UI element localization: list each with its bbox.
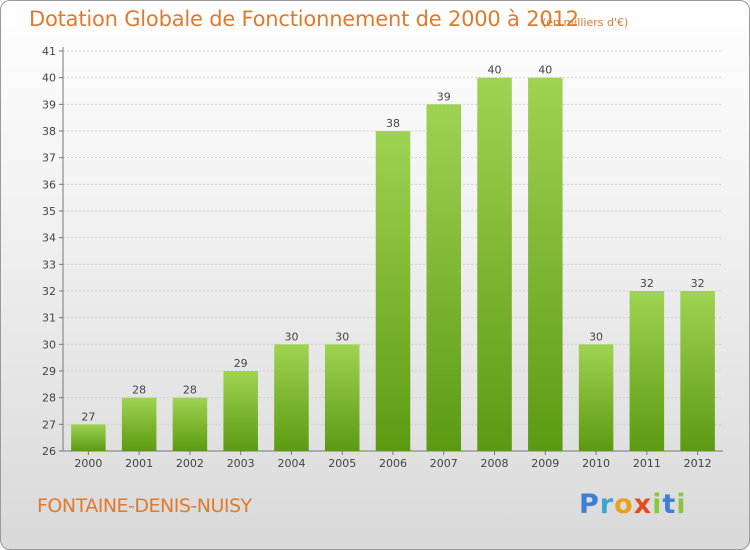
y-tick-label: 30 xyxy=(42,338,56,351)
bar-value-label: 27 xyxy=(81,410,95,423)
x-tick-label: 2011 xyxy=(633,457,661,470)
y-tick-label: 37 xyxy=(42,152,56,165)
bar-value-label: 30 xyxy=(335,330,349,343)
y-tick-label: 41 xyxy=(42,45,56,58)
x-tick-label: 2012 xyxy=(684,457,712,470)
bar xyxy=(578,344,614,451)
y-tick-label: 28 xyxy=(42,392,56,405)
bar xyxy=(629,291,665,451)
y-tick-label: 26 xyxy=(42,445,56,458)
bar-value-label: 38 xyxy=(386,117,400,130)
bar-value-label: 30 xyxy=(589,330,603,343)
bar-value-label: 28 xyxy=(132,384,146,397)
labels: 26 27 28 29 30 31 32 33 34 35 36 37 38 39 40 41 2000 27 20… xyxy=(42,45,712,470)
bar xyxy=(375,131,411,451)
x-tick-label: 2010 xyxy=(582,457,610,470)
x-tick-label: 2003 xyxy=(227,457,255,470)
y-tick-label: 38 xyxy=(42,125,56,138)
bar xyxy=(172,397,208,451)
y-tick-label: 40 xyxy=(42,72,56,85)
bar xyxy=(121,397,157,451)
y-tick-label: 34 xyxy=(42,232,56,245)
y-tick-label: 35 xyxy=(42,205,56,218)
y-tick-label: 29 xyxy=(42,365,56,378)
commune-name: FONTAINE-DENIS-NUISY xyxy=(37,495,252,517)
bar-value-label: 28 xyxy=(183,384,197,397)
x-tick-label: 2004 xyxy=(277,457,305,470)
bars xyxy=(71,77,715,452)
bar xyxy=(274,344,309,451)
y-tick-label: 27 xyxy=(42,418,56,431)
y-tick-label: 39 xyxy=(42,98,56,111)
y-tick-label: 31 xyxy=(42,312,56,325)
bar-value-label: 30 xyxy=(284,330,298,343)
x-tick-label: 2001 xyxy=(125,457,153,470)
bar xyxy=(324,344,360,451)
bar-value-label: 40 xyxy=(538,64,552,77)
x-tick-label: 2002 xyxy=(176,457,204,470)
bar-value-label: 29 xyxy=(234,357,248,370)
y-tick-label: 36 xyxy=(42,178,56,191)
bar-value-label: 32 xyxy=(640,277,654,290)
bar xyxy=(71,424,106,451)
bar xyxy=(477,77,512,452)
bar-value-label: 39 xyxy=(437,90,451,103)
bar xyxy=(680,291,715,451)
bar-value-label: 40 xyxy=(488,64,502,77)
bar xyxy=(223,371,258,451)
bar-value-label: 32 xyxy=(691,277,705,290)
x-tick-label: 2005 xyxy=(328,457,356,470)
y-tick-label: 33 xyxy=(42,258,56,271)
bar xyxy=(528,77,563,452)
y-tick-label: 32 xyxy=(42,285,56,298)
x-tick-label: 2006 xyxy=(379,457,407,470)
x-tick-label: 2000 xyxy=(74,457,102,470)
chart-unit: (en milliers d'€) xyxy=(542,16,629,29)
proxiti-logo[interactable]: Proxiti xyxy=(579,489,687,520)
x-tick-label: 2008 xyxy=(481,457,509,470)
x-tick-label: 2009 xyxy=(531,457,559,470)
chart-title: Dotation Globale de Fonctionnement de 20… xyxy=(29,7,579,31)
x-tick-label: 2007 xyxy=(430,457,458,470)
bar xyxy=(426,104,462,451)
